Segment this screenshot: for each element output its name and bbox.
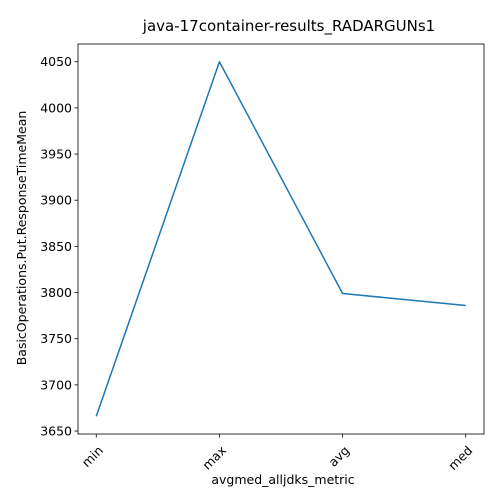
y-tick-label: 3700	[40, 377, 72, 392]
chart-title: java-17container-results_RADARGUNs1	[142, 17, 435, 36]
plot-area	[95, 60, 466, 417]
y-axis-title: BasicOperations.Put.ResponseTimeMean	[14, 111, 29, 366]
y-tick-label: 3850	[40, 239, 72, 254]
y-tick-label: 4000	[40, 100, 72, 115]
y-tick-label: 3650	[40, 424, 72, 439]
y-tick-label: 4050	[40, 54, 72, 69]
y-tick-label: 3950	[40, 147, 72, 162]
x-axis-title: avgmed_alljdks_metric	[211, 472, 354, 487]
series-line-0	[95, 60, 466, 417]
axes-frame	[77, 43, 485, 435]
y-tick-label: 3750	[40, 331, 72, 346]
y-tick-label: 3800	[40, 285, 72, 300]
y-tick-label: 3900	[40, 193, 72, 208]
